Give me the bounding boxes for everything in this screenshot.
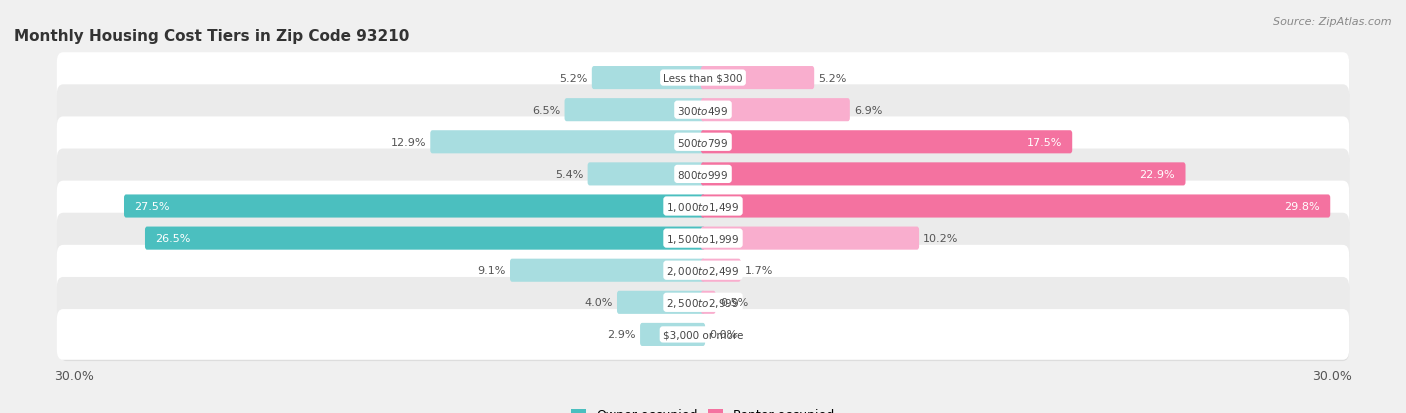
Text: 6.5%: 6.5% bbox=[531, 105, 561, 115]
Text: $2,000 to $2,499: $2,000 to $2,499 bbox=[666, 264, 740, 277]
FancyBboxPatch shape bbox=[588, 163, 704, 186]
FancyBboxPatch shape bbox=[60, 150, 1350, 201]
Text: 1.7%: 1.7% bbox=[745, 266, 773, 275]
Text: 6.9%: 6.9% bbox=[853, 105, 883, 115]
Text: 26.5%: 26.5% bbox=[156, 233, 191, 244]
FancyBboxPatch shape bbox=[60, 214, 1350, 265]
FancyBboxPatch shape bbox=[56, 213, 1350, 264]
FancyBboxPatch shape bbox=[56, 245, 1350, 296]
Text: $500 to $799: $500 to $799 bbox=[678, 136, 728, 148]
FancyBboxPatch shape bbox=[56, 117, 1350, 168]
Text: 5.2%: 5.2% bbox=[560, 74, 588, 83]
FancyBboxPatch shape bbox=[702, 67, 814, 90]
FancyBboxPatch shape bbox=[60, 247, 1350, 297]
FancyBboxPatch shape bbox=[60, 183, 1350, 233]
FancyBboxPatch shape bbox=[60, 311, 1350, 361]
Text: $800 to $999: $800 to $999 bbox=[678, 169, 728, 180]
FancyBboxPatch shape bbox=[565, 99, 704, 122]
Text: Less than $300: Less than $300 bbox=[664, 74, 742, 83]
FancyBboxPatch shape bbox=[702, 163, 1185, 186]
FancyBboxPatch shape bbox=[617, 291, 704, 314]
Text: 0.0%: 0.0% bbox=[709, 330, 738, 339]
FancyBboxPatch shape bbox=[56, 149, 1350, 200]
FancyBboxPatch shape bbox=[702, 291, 716, 314]
Text: $300 to $499: $300 to $499 bbox=[678, 104, 728, 116]
Text: Source: ZipAtlas.com: Source: ZipAtlas.com bbox=[1274, 17, 1392, 26]
FancyBboxPatch shape bbox=[60, 119, 1350, 169]
FancyBboxPatch shape bbox=[56, 53, 1350, 104]
FancyBboxPatch shape bbox=[60, 278, 1350, 329]
FancyBboxPatch shape bbox=[124, 195, 704, 218]
Text: 2.9%: 2.9% bbox=[607, 330, 636, 339]
Text: $2,500 to $2,999: $2,500 to $2,999 bbox=[666, 296, 740, 309]
Legend: Owner-occupied, Renter-occupied: Owner-occupied, Renter-occupied bbox=[567, 404, 839, 413]
FancyBboxPatch shape bbox=[702, 259, 741, 282]
FancyBboxPatch shape bbox=[56, 277, 1350, 328]
FancyBboxPatch shape bbox=[702, 131, 1073, 154]
FancyBboxPatch shape bbox=[56, 309, 1350, 360]
FancyBboxPatch shape bbox=[430, 131, 704, 154]
FancyBboxPatch shape bbox=[56, 181, 1350, 232]
Text: 5.4%: 5.4% bbox=[555, 169, 583, 180]
Text: 4.0%: 4.0% bbox=[585, 298, 613, 308]
FancyBboxPatch shape bbox=[592, 67, 704, 90]
Text: $1,000 to $1,499: $1,000 to $1,499 bbox=[666, 200, 740, 213]
FancyBboxPatch shape bbox=[702, 99, 849, 122]
Text: 5.2%: 5.2% bbox=[818, 74, 846, 83]
Text: 9.1%: 9.1% bbox=[478, 266, 506, 275]
FancyBboxPatch shape bbox=[56, 85, 1350, 136]
Text: 27.5%: 27.5% bbox=[135, 202, 170, 211]
Text: Monthly Housing Cost Tiers in Zip Code 93210: Monthly Housing Cost Tiers in Zip Code 9… bbox=[14, 29, 409, 44]
FancyBboxPatch shape bbox=[510, 259, 704, 282]
Text: 0.5%: 0.5% bbox=[720, 298, 748, 308]
Text: 17.5%: 17.5% bbox=[1026, 138, 1062, 147]
Text: 10.2%: 10.2% bbox=[924, 233, 959, 244]
Text: $1,500 to $1,999: $1,500 to $1,999 bbox=[666, 232, 740, 245]
Text: $3,000 or more: $3,000 or more bbox=[662, 330, 744, 339]
Text: 12.9%: 12.9% bbox=[391, 138, 426, 147]
FancyBboxPatch shape bbox=[60, 55, 1350, 105]
Text: 29.8%: 29.8% bbox=[1284, 202, 1320, 211]
FancyBboxPatch shape bbox=[60, 86, 1350, 137]
FancyBboxPatch shape bbox=[702, 227, 920, 250]
FancyBboxPatch shape bbox=[145, 227, 704, 250]
FancyBboxPatch shape bbox=[640, 323, 704, 346]
Text: 22.9%: 22.9% bbox=[1139, 169, 1175, 180]
FancyBboxPatch shape bbox=[702, 195, 1330, 218]
